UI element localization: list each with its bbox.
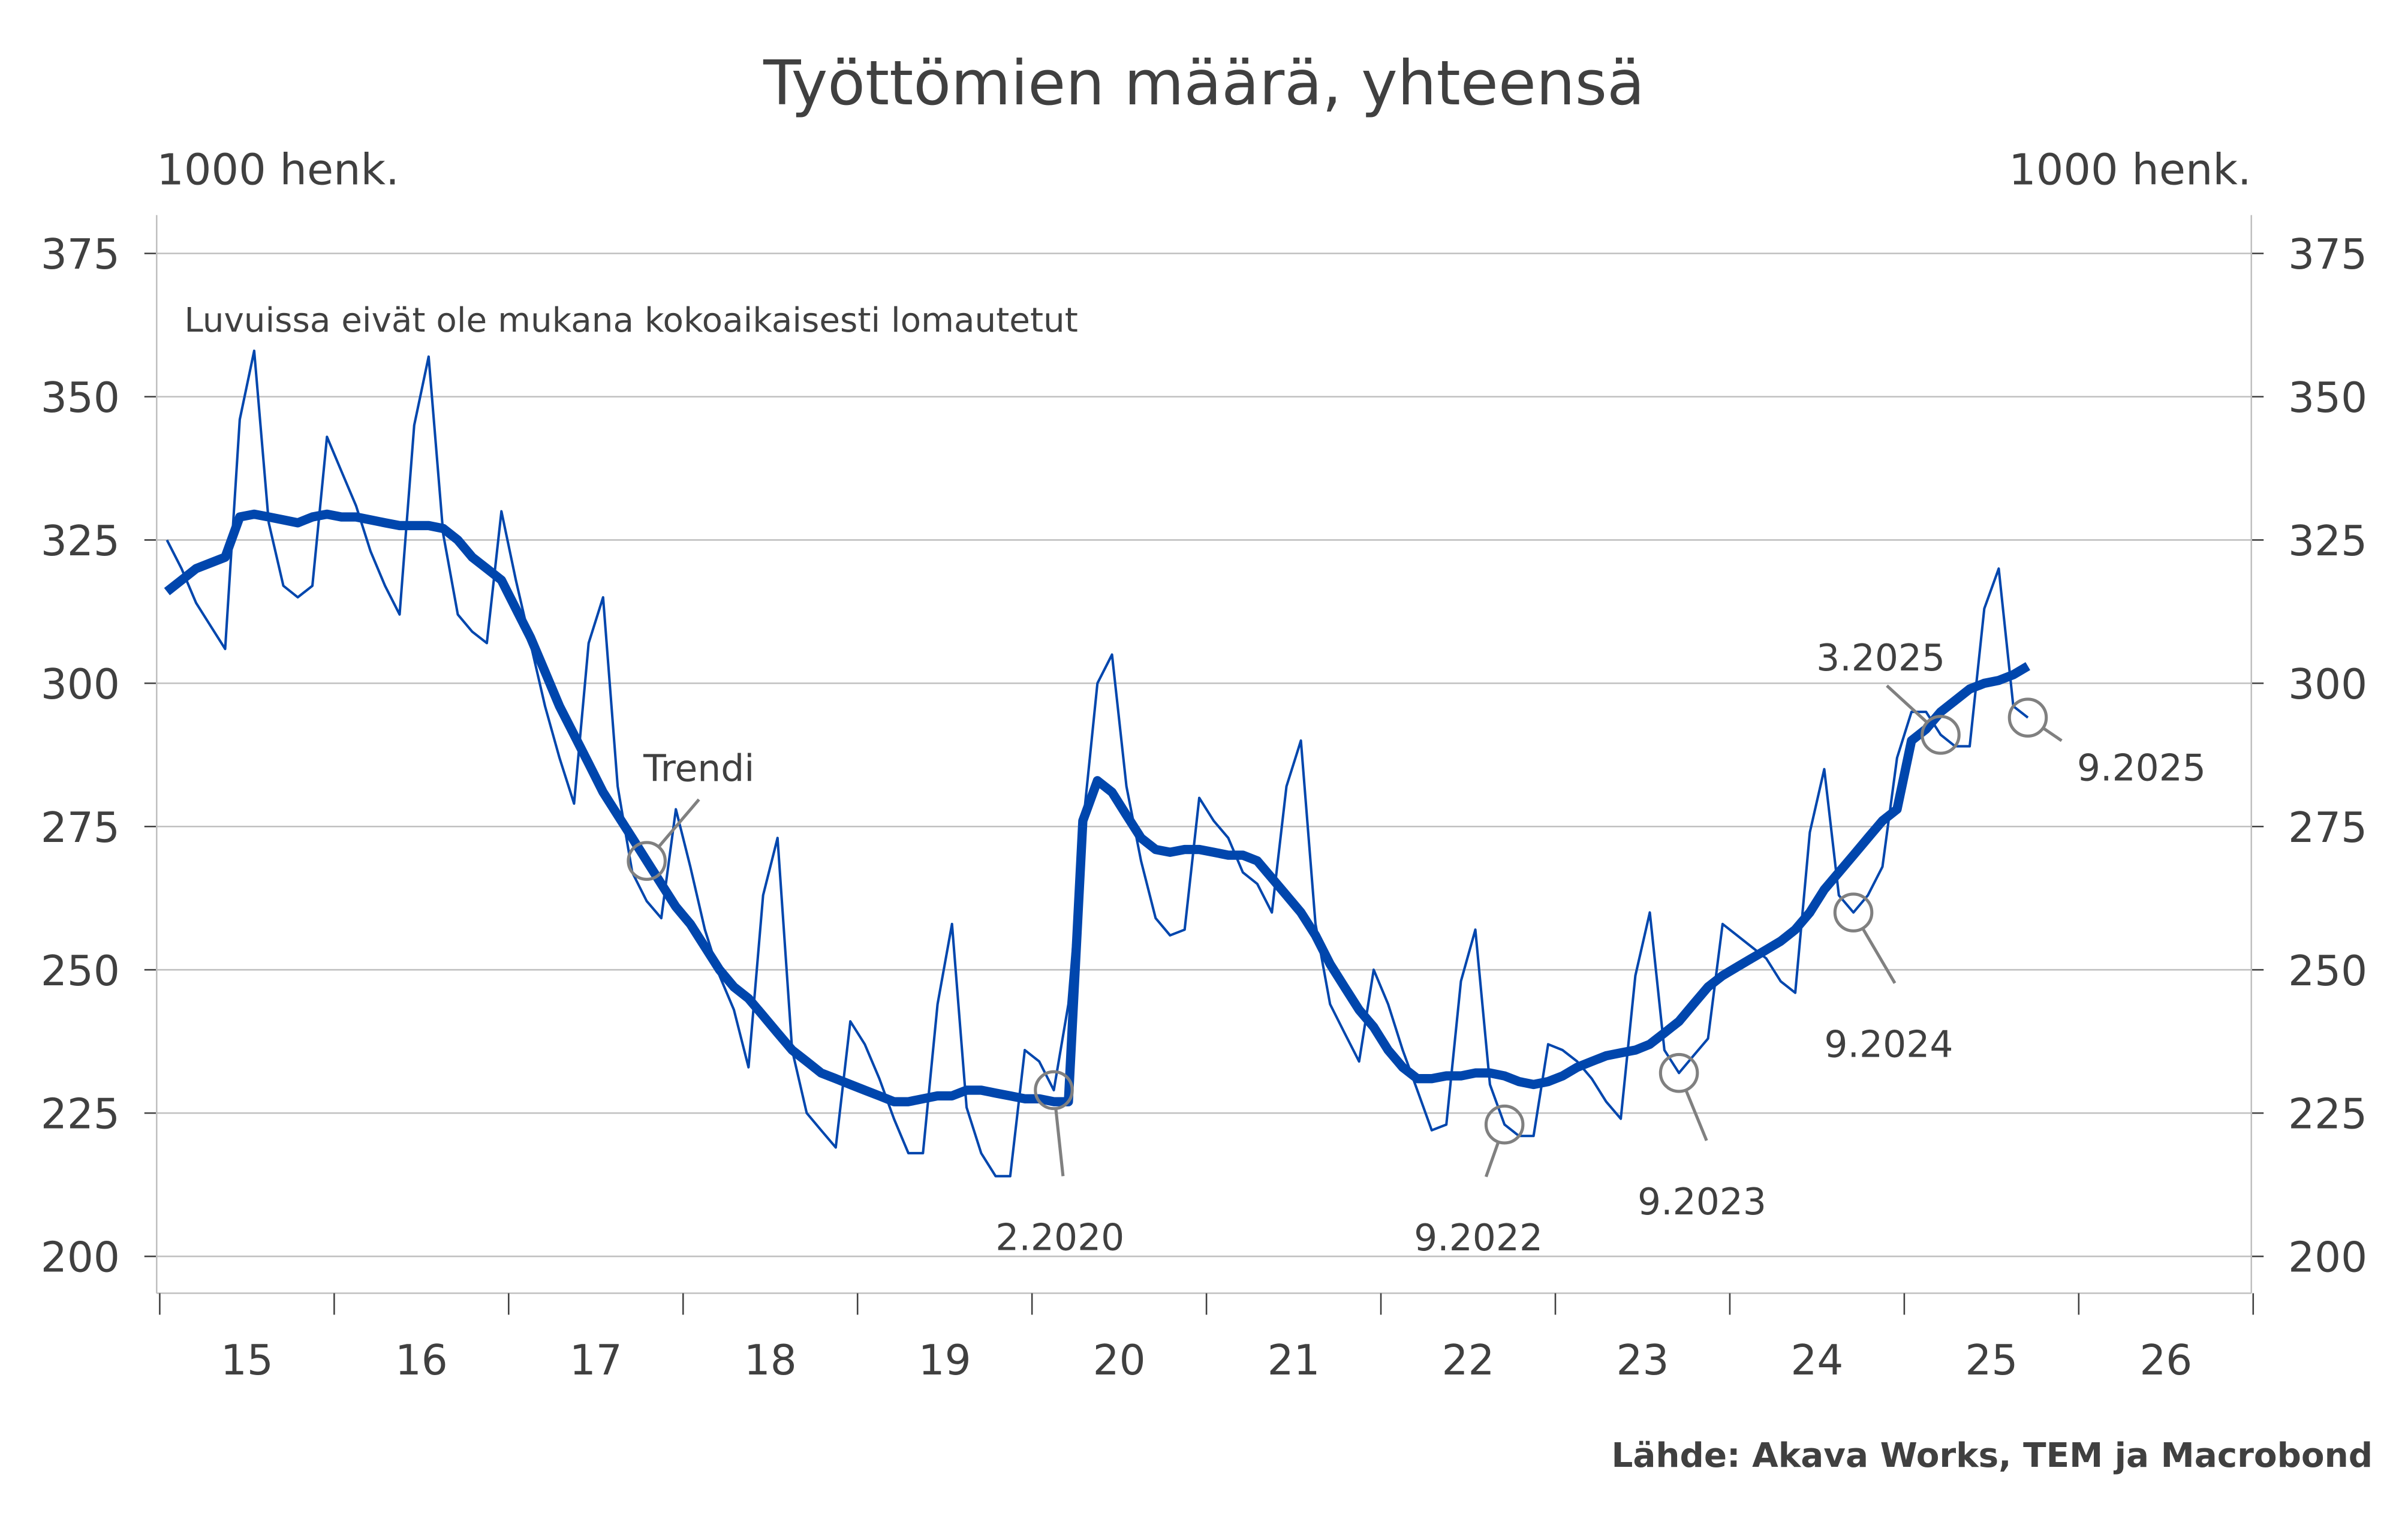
annotation-leader <box>1861 927 1897 984</box>
y-tick-label-left: 200 <box>41 1234 120 1282</box>
chart-note: Luvuissa eivät ole mukana kokoaikaisesti… <box>184 301 1077 340</box>
x-tick-label: 24 <box>1790 1337 1843 1385</box>
series-line-trend <box>164 509 2030 1106</box>
chart-title: Työttömien määrä, yhteensä <box>763 48 1645 119</box>
annotation-label: 9.2023 <box>1638 1181 1766 1223</box>
x-tick-label: 23 <box>1616 1337 1669 1385</box>
annotation-circle <box>627 841 667 881</box>
y-tick-label-left: 350 <box>41 374 120 422</box>
y-tick-label-left: 275 <box>41 804 120 852</box>
annotation-leader <box>657 798 700 848</box>
y-tick-label-left: 325 <box>41 518 120 566</box>
series-lines <box>164 349 2030 1178</box>
y-tick-label-right: 200 <box>2288 1234 2367 1282</box>
annotation-circle <box>1921 715 1961 755</box>
annotation-leader <box>2042 726 2063 742</box>
series-line-monthly <box>165 349 2029 1178</box>
y-tick-label-right: 325 <box>2288 518 2367 566</box>
annotation-label: Trendi <box>643 747 754 790</box>
annotation-label: 9.2024 <box>1824 1023 1953 1066</box>
x-tick-label: 20 <box>1093 1337 1146 1385</box>
x-tick-label: 18 <box>744 1337 797 1385</box>
axes: 200 200 225 225 250 250 275 275 300 300 325 325 350 3… <box>41 215 2367 1385</box>
annotation-label: 9.2025 <box>2077 747 2206 790</box>
x-tick-label: 15 <box>221 1337 273 1385</box>
gridlines <box>156 252 2252 1258</box>
y-tick-label-left: 375 <box>41 231 120 279</box>
x-tick-label: 22 <box>1442 1337 1495 1385</box>
annotation-leader <box>1684 1089 1708 1141</box>
annotation-leader <box>1054 1108 1065 1177</box>
y-tick-label-right: 375 <box>2288 231 2367 279</box>
y-tick-label-right: 250 <box>2288 948 2367 995</box>
source-label: Lähde: Akava Works, TEM ja Macrobond <box>1612 1436 2373 1475</box>
annotation-circle <box>1658 1052 1699 1093</box>
y-tick-label-right: 350 <box>2288 374 2367 422</box>
y-tick-label-right: 300 <box>2288 661 2367 709</box>
annotation-circle <box>1833 892 1874 933</box>
y-tick-label-right: 275 <box>2288 804 2367 852</box>
annotation-circle <box>1034 1070 1074 1111</box>
x-tick-label: 17 <box>570 1337 622 1385</box>
annotation-label: 2.2020 <box>995 1216 1124 1259</box>
x-tick-label: 16 <box>395 1337 448 1385</box>
annotation-label: 3.2025 <box>1816 637 1945 679</box>
x-tick-label: 21 <box>1268 1337 1320 1385</box>
annotation-circle <box>2007 697 2048 738</box>
annotations: Trendi 2.2020 9.2022 9.2023 9.2024 3.2025 9.20… <box>627 637 2206 1259</box>
y-tick-label-left: 250 <box>41 948 120 995</box>
annotation-leader <box>1484 1141 1500 1178</box>
y-axis-unit-right: 1000 henk. <box>2009 144 2252 194</box>
annotation-leader <box>1886 684 1928 724</box>
y-tick-label-left: 300 <box>41 661 120 709</box>
x-tick-label: 26 <box>2139 1337 2192 1385</box>
y-axis-unit-left: 1000 henk. <box>156 144 399 194</box>
x-tick-label: 19 <box>919 1337 971 1385</box>
x-tick-label: 25 <box>1965 1337 2018 1385</box>
annotation-label: 9.2022 <box>1414 1217 1543 1259</box>
annotation-circle <box>1484 1104 1525 1145</box>
y-tick-label-left: 225 <box>41 1091 120 1139</box>
y-tick-label-right: 225 <box>2288 1091 2367 1139</box>
